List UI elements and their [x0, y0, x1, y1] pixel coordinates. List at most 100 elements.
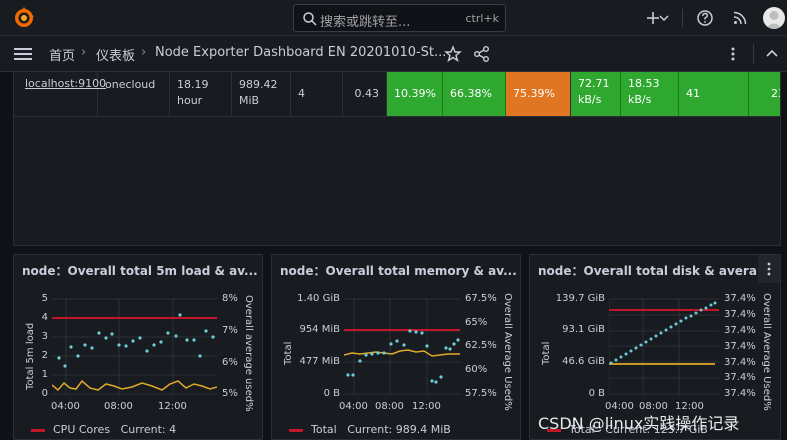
chart-legend[interactable]: Total Current: 989.4 MiB — [289, 423, 451, 436]
legend-current-value: Current: 123.7 GiB — [605, 423, 708, 436]
y-tick: 1.40 GiB — [297, 293, 340, 304]
breadcrumb-bar: 首页 › 仪表板 › Node Exporter Dashboard EN 20… — [0, 36, 787, 72]
y-tick: 1 — [41, 369, 48, 380]
table-cell-hostname: onecloud — [98, 72, 170, 116]
legend-swatch — [31, 428, 45, 432]
memory-panel: node：Overall total memory & av... Total … — [271, 254, 521, 440]
y-axis-right-label: Overall average used% — [243, 295, 254, 412]
panel-menu-button[interactable] — [758, 255, 780, 283]
y-tick: 954 MiB — [299, 324, 340, 335]
y-tick-right: 37.4% — [724, 357, 756, 368]
breadcrumb-home[interactable]: 首页 — [49, 49, 76, 64]
legend-series-name: Total — [311, 423, 337, 436]
breadcrumb-dashboards[interactable]: 仪表板 — [96, 49, 136, 64]
user-avatar-icon — [766, 11, 782, 29]
x-tick: 08:00 — [104, 401, 133, 412]
search-box[interactable]: 搜索或跳转至... ctrl+k — [293, 4, 506, 32]
x-tick: 08:00 — [375, 401, 404, 412]
y-tick-right: 57.5% — [465, 388, 497, 399]
y-tick: 139.7 GiB — [555, 293, 605, 304]
y-tick-right: 37.4% — [724, 341, 756, 352]
disk-chart-plot[interactable] — [609, 298, 719, 395]
user-avatar[interactable] — [763, 7, 785, 29]
help-icon[interactable] — [695, 8, 715, 28]
table-cell-upload: 18.53 kB/s — [621, 72, 679, 116]
y-tick-right: 37.4% — [724, 293, 756, 304]
search-shortcut-hint: ctrl+k — [465, 12, 499, 25]
y-tick: 4 — [41, 312, 48, 323]
menu-hamburger-icon[interactable] — [14, 46, 32, 62]
load-panel: node：Overall total 5m load & av... Total… — [13, 254, 263, 440]
add-new-icon[interactable] — [643, 8, 663, 28]
star-favorite-icon[interactable] — [443, 44, 463, 64]
y-tick-right: 8% — [222, 293, 238, 304]
y-tick: 93.1 GiB — [562, 324, 605, 335]
x-tick: 04:00 — [605, 401, 634, 412]
y-tick-right: 60% — [465, 364, 488, 375]
legend-swatch — [289, 428, 303, 432]
panel-title[interactable]: node：Overall total memory & av... — [280, 264, 517, 278]
table-cell-instance[interactable]: localhost:9100 — [14, 72, 106, 116]
y-tick-right: 67.5% — [465, 293, 497, 304]
share-icon[interactable] — [472, 44, 492, 64]
y-tick-right: 62.5% — [465, 340, 497, 351]
table-cell-tcp-tw: 23 — [749, 72, 780, 116]
x-tick: 12:00 — [675, 401, 704, 412]
y-tick: 0 B — [323, 388, 340, 399]
chart-legend[interactable]: CPU Cores Current: 4 — [31, 423, 176, 436]
breadcrumb-separator: › — [141, 45, 147, 60]
chevron-up-icon[interactable] — [764, 44, 780, 64]
x-tick: 08:00 — [639, 401, 668, 412]
panel-title[interactable]: node：Overall total 5m load & av... — [22, 264, 258, 278]
table-cell-tcp-connections: 41 — [679, 72, 749, 116]
x-tick: 12:00 — [158, 401, 187, 412]
load-chart-plot[interactable] — [52, 298, 217, 395]
chevron-down-icon[interactable] — [658, 8, 670, 28]
legend-current-value: Current: 4 — [120, 423, 177, 436]
panel-title[interactable]: node：Overall total disk & avera... — [538, 264, 771, 278]
disk-panel: node：Overall total disk & avera... Total… — [529, 254, 781, 440]
y-tick: 3 — [41, 331, 48, 342]
memory-chart-plot[interactable] — [344, 298, 460, 395]
csdn-watermark: CSDN @linux实践操作记录 — [538, 414, 740, 433]
breadcrumb-separator: › — [81, 45, 87, 60]
x-tick: 04:00 — [339, 401, 368, 412]
y-tick: 2 — [41, 350, 48, 361]
grafana-logo-icon[interactable] — [12, 6, 36, 30]
table-cell-memory-used: 66.38% — [443, 72, 506, 116]
y-tick-right: 37.4% — [724, 309, 756, 320]
table-row: localhost:9100 onecloud 18.19 hour 989.4… — [14, 72, 780, 116]
y-axis-right-label: Overall Average Used% — [761, 293, 772, 411]
navbar-divider — [753, 44, 754, 64]
y-tick-right: 65% — [465, 317, 488, 328]
legend-series-name: CPU Cores — [53, 423, 111, 436]
search-placeholder: 搜索或跳转至... — [320, 15, 411, 30]
table-cell-memory: 989.42 MiB — [232, 72, 291, 116]
y-tick-right: 37.4% — [724, 372, 756, 383]
chart-legend[interactable]: Total Current: 123.7 GiB — [547, 423, 708, 436]
topbar-divider — [682, 9, 683, 27]
table-cell-load: 0.43 — [343, 72, 387, 116]
y-tick: 0 B — [588, 388, 605, 399]
y-tick-right: 37.4% — [724, 325, 756, 336]
y-axis-right-label: Overall Average Used% — [502, 293, 513, 411]
rss-news-icon[interactable] — [730, 8, 750, 28]
y-tick-right: 5% — [222, 388, 238, 399]
y-tick-right: 37.4% — [724, 388, 756, 399]
legend-series-name: Total — [569, 423, 595, 436]
more-options-icon[interactable] — [727, 44, 739, 64]
y-tick: 5 — [41, 293, 48, 304]
top-bar: 搜索或跳转至... ctrl+k — [0, 0, 787, 36]
breadcrumb-current-dashboard: Node Exporter Dashboard EN 20201010-St..… — [155, 45, 447, 60]
legend-swatch — [547, 428, 561, 432]
y-tick: 477 MiB — [299, 356, 340, 367]
y-tick: 0 — [41, 388, 48, 399]
y-axis-left-label: Total 5m load — [25, 322, 36, 390]
avg-used-series-line — [52, 379, 217, 392]
y-tick-right: 7% — [222, 325, 238, 336]
table-cell-disk-used: 75.39% — [506, 72, 571, 116]
table-cell-cpu-cores: 4 — [291, 72, 343, 116]
table-cell-cpu-used: 10.39% — [387, 72, 443, 116]
y-tick: 46.6 GiB — [562, 356, 605, 367]
x-tick: 12:00 — [412, 401, 441, 412]
